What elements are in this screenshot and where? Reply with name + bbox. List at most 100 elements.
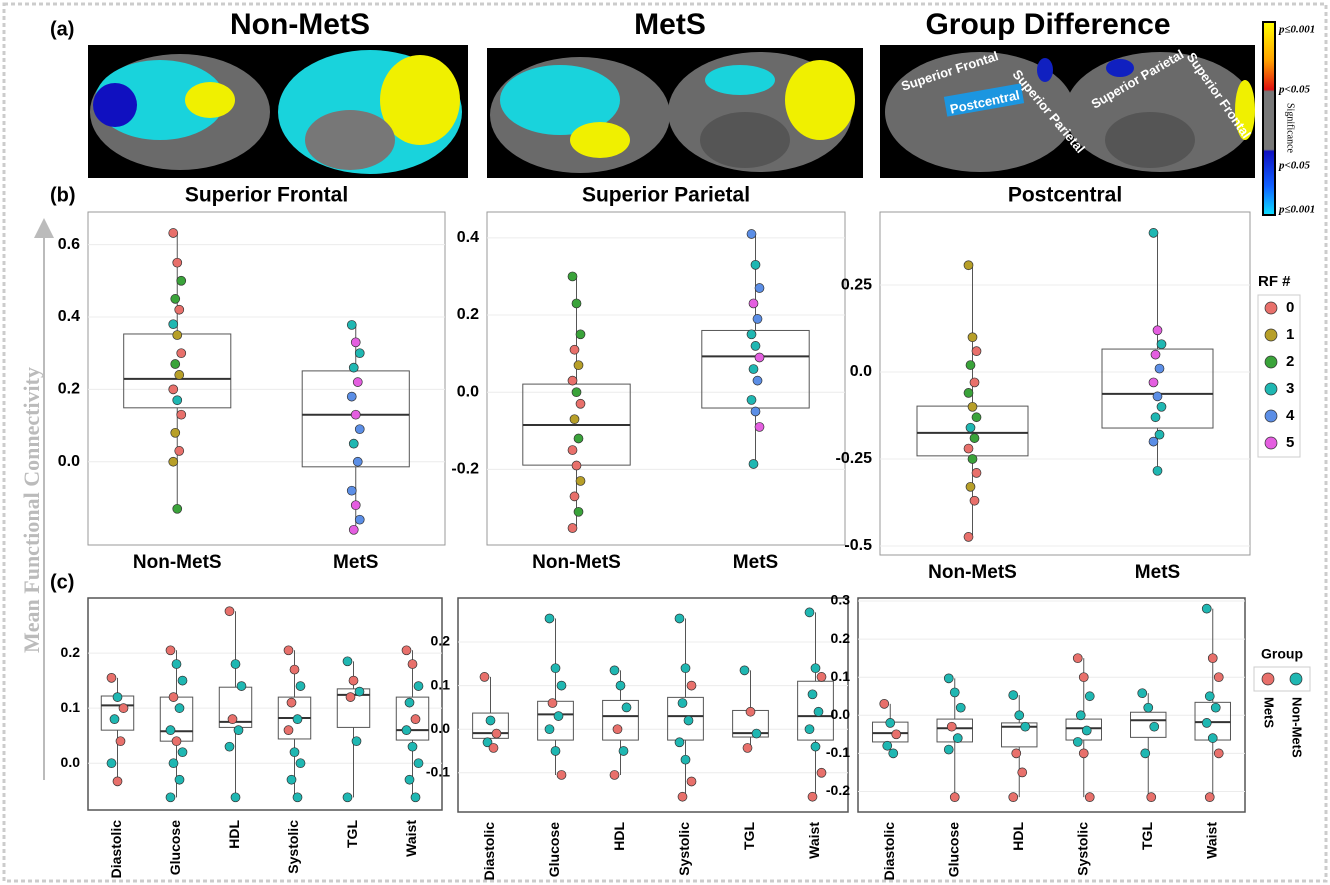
brain-image — [88, 45, 468, 178]
point — [964, 261, 973, 270]
colorbar-label: p<0.05 — [1278, 160, 1311, 172]
x-tick-label: HDL — [1010, 822, 1026, 851]
y-tick-label: 0.0 — [61, 754, 81, 770]
y-tick-label: 0.0 — [850, 363, 872, 380]
colorbar-label: p≤0.001 — [1278, 204, 1315, 216]
point — [805, 725, 814, 734]
point — [964, 444, 973, 453]
point — [1149, 228, 1158, 237]
figure: (a) (b) (c) Non-MetS MetS Group Differen… — [0, 0, 1330, 885]
point — [1018, 768, 1027, 777]
point — [817, 768, 826, 777]
x-tick-label: Non-MetS — [133, 552, 222, 573]
colorbar-label: p<0.05 — [1278, 84, 1311, 96]
point — [225, 742, 234, 751]
brain-image — [487, 48, 863, 178]
brain-title: Group Difference — [925, 8, 1170, 41]
point — [119, 704, 128, 713]
plot-area — [880, 212, 1250, 555]
point — [1009, 793, 1018, 802]
y-tick-label: -0.2 — [826, 782, 850, 798]
x-tick-label: Glucose — [167, 820, 183, 875]
point — [746, 707, 755, 716]
point — [107, 759, 116, 768]
point — [545, 614, 554, 623]
point — [1009, 691, 1018, 700]
point — [968, 333, 977, 342]
point — [574, 361, 583, 370]
point — [572, 461, 581, 470]
legend-label: 0 — [1286, 299, 1294, 316]
point — [751, 260, 760, 269]
point — [408, 660, 417, 669]
x-tick-label: HDL — [611, 822, 627, 851]
legend-box — [1258, 295, 1300, 457]
point — [610, 770, 619, 779]
point — [545, 725, 554, 734]
point — [966, 423, 975, 432]
legend-marker — [1265, 302, 1277, 314]
point — [405, 775, 414, 784]
point — [572, 299, 581, 308]
point — [1073, 737, 1082, 746]
point — [110, 715, 119, 724]
point — [610, 666, 619, 675]
y-tick-label: -0.1 — [826, 744, 850, 760]
y-tick-label: 0.3 — [831, 592, 851, 608]
plot-area — [458, 598, 848, 812]
point — [173, 504, 182, 513]
point — [171, 360, 180, 369]
point — [747, 395, 756, 404]
point — [169, 457, 178, 466]
point — [1147, 793, 1156, 802]
point — [343, 793, 352, 802]
point — [343, 657, 352, 666]
legend-marker — [1262, 673, 1274, 685]
point — [237, 682, 246, 691]
point — [1079, 673, 1088, 682]
point — [1153, 466, 1162, 475]
x-tick-label: MetS — [1135, 562, 1180, 583]
point — [414, 759, 423, 768]
legend-marker — [1265, 356, 1277, 368]
point — [169, 385, 178, 394]
point — [225, 607, 234, 616]
point — [675, 738, 684, 747]
plot-area — [88, 598, 442, 810]
point — [964, 388, 973, 397]
point — [1144, 703, 1153, 712]
point — [411, 793, 420, 802]
point — [175, 305, 184, 314]
x-tick-label: HDL — [226, 820, 242, 849]
point — [551, 664, 560, 673]
point — [1021, 722, 1030, 731]
y-tick-label: -0.1 — [426, 763, 450, 779]
point — [574, 507, 583, 516]
point — [353, 457, 362, 466]
x-tick-label: Diastolic — [481, 822, 497, 881]
point — [616, 681, 625, 690]
point — [950, 688, 959, 697]
point — [817, 672, 826, 681]
point — [349, 363, 358, 372]
panel-label: (a) — [50, 18, 74, 40]
point — [1073, 654, 1082, 663]
point — [177, 276, 186, 285]
point — [228, 715, 237, 724]
point — [173, 396, 182, 405]
point — [349, 525, 358, 534]
chart-title: Superior Frontal — [185, 184, 348, 207]
point — [1141, 749, 1150, 758]
point — [1208, 654, 1217, 663]
point — [173, 331, 182, 340]
point — [175, 370, 184, 379]
x-tick-label: Glucose — [546, 822, 562, 877]
y-tick-label: 0.2 — [457, 306, 479, 323]
x-tick-label: Diastolic — [881, 822, 897, 881]
y-tick-label: 0.2 — [61, 644, 81, 660]
point — [743, 743, 752, 752]
point — [681, 755, 690, 764]
point — [480, 672, 489, 681]
point — [675, 614, 684, 623]
point — [1153, 392, 1162, 401]
